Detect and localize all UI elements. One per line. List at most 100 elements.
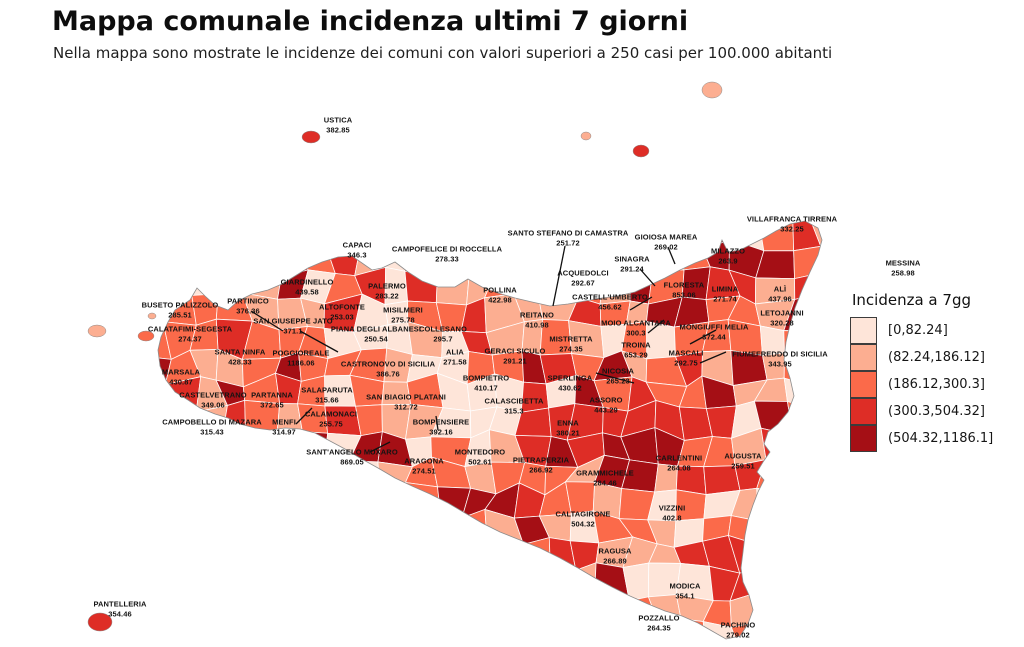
comune-region <box>326 595 363 620</box>
comune-region <box>647 594 682 627</box>
comune-region <box>730 350 768 387</box>
comune-region <box>244 435 277 462</box>
comune-region <box>592 221 629 253</box>
comune-region <box>441 546 466 573</box>
comune-region <box>570 621 594 639</box>
comune-region <box>377 221 415 251</box>
legend-class-label: (300.3,504.32] <box>888 404 985 419</box>
comune-region <box>812 568 822 595</box>
comune-region <box>296 595 328 621</box>
legend-title: Incidenza a 7gg <box>852 291 971 309</box>
comune-region <box>242 616 281 639</box>
comune-region <box>496 245 515 277</box>
comune-region <box>296 567 330 603</box>
comune-region <box>844 514 867 546</box>
comune-region <box>540 238 575 279</box>
comune-region <box>217 454 253 492</box>
comune-region <box>840 486 872 517</box>
comune-region <box>810 616 822 639</box>
comune-region <box>681 266 711 300</box>
comune-region <box>433 590 470 631</box>
comune-region <box>160 536 201 574</box>
comune-region <box>158 269 170 307</box>
legend-swatch <box>850 424 877 452</box>
comune-region <box>404 270 438 304</box>
egadi-island-1 <box>87 324 107 338</box>
comune-region <box>813 377 822 411</box>
comune-region <box>544 569 577 596</box>
comune-region <box>511 245 550 277</box>
comune-region <box>756 487 794 522</box>
comune-region <box>593 600 630 623</box>
comune-region <box>160 590 194 627</box>
leader-line <box>435 415 439 431</box>
comune-region <box>813 590 822 627</box>
leader-line <box>639 268 656 287</box>
comune-region <box>323 460 359 485</box>
comune-region <box>515 537 551 573</box>
comune-region <box>512 616 541 639</box>
comune-region <box>845 570 874 600</box>
comune-region <box>194 250 225 274</box>
legend-swatch <box>850 397 877 425</box>
leader-line <box>295 407 313 425</box>
comune-region <box>623 248 657 273</box>
comune-region <box>186 429 224 465</box>
comune-region <box>159 488 192 519</box>
comune-region <box>158 561 162 602</box>
comune-region <box>812 542 822 576</box>
aeolian-island-2 <box>632 144 650 158</box>
leader-line <box>552 245 566 307</box>
leader-line <box>699 351 727 364</box>
comune-region <box>296 617 333 639</box>
aeolian-island-3 <box>701 81 723 99</box>
minor-islands <box>87 81 723 632</box>
comune-region <box>440 517 466 548</box>
comune-region <box>783 562 817 603</box>
comune-region <box>570 591 595 630</box>
leader-line <box>629 296 653 311</box>
comune-region <box>380 511 408 547</box>
comune-region <box>189 590 217 628</box>
comune-region <box>808 455 822 489</box>
comune-region <box>513 264 550 295</box>
comune-region <box>520 381 550 413</box>
pantelleria-island <box>87 612 113 632</box>
sicily-coastline <box>157 220 823 640</box>
comune-region <box>456 541 497 573</box>
comune-region <box>159 463 191 494</box>
comune-region <box>242 454 277 492</box>
comune-region <box>385 599 415 619</box>
comune-region <box>268 589 297 627</box>
comune-region <box>407 539 444 573</box>
comune-region <box>295 538 336 575</box>
aeolian-island-1 <box>580 131 592 141</box>
egadi-island-3 <box>147 312 157 320</box>
comune-region <box>270 460 310 490</box>
comune-region <box>270 485 299 520</box>
comune-region <box>221 221 253 252</box>
comune-region <box>384 300 409 326</box>
comune-region <box>295 221 326 249</box>
comune-region <box>435 221 472 248</box>
comune-region <box>675 563 714 602</box>
comune-region <box>348 483 382 518</box>
comune-region <box>406 590 438 628</box>
comune-region <box>675 489 707 522</box>
legend-class-label: [0,82.24] <box>888 323 948 338</box>
comune-region <box>840 456 872 487</box>
comune-region <box>187 456 229 490</box>
comune-region <box>785 593 817 629</box>
comune-region <box>271 538 306 570</box>
comune-region <box>376 617 415 639</box>
leader-line <box>595 372 635 384</box>
comune-region <box>162 294 197 326</box>
comune-region <box>759 325 785 356</box>
leader-line <box>667 246 676 265</box>
comune-region <box>654 463 678 493</box>
comune-region <box>566 238 605 279</box>
comune-region <box>251 589 277 628</box>
page-subtitle: Nella mappa sono mostrate le incidenze d… <box>53 44 833 62</box>
legend-class-label: (186.12,300.3] <box>888 377 985 392</box>
